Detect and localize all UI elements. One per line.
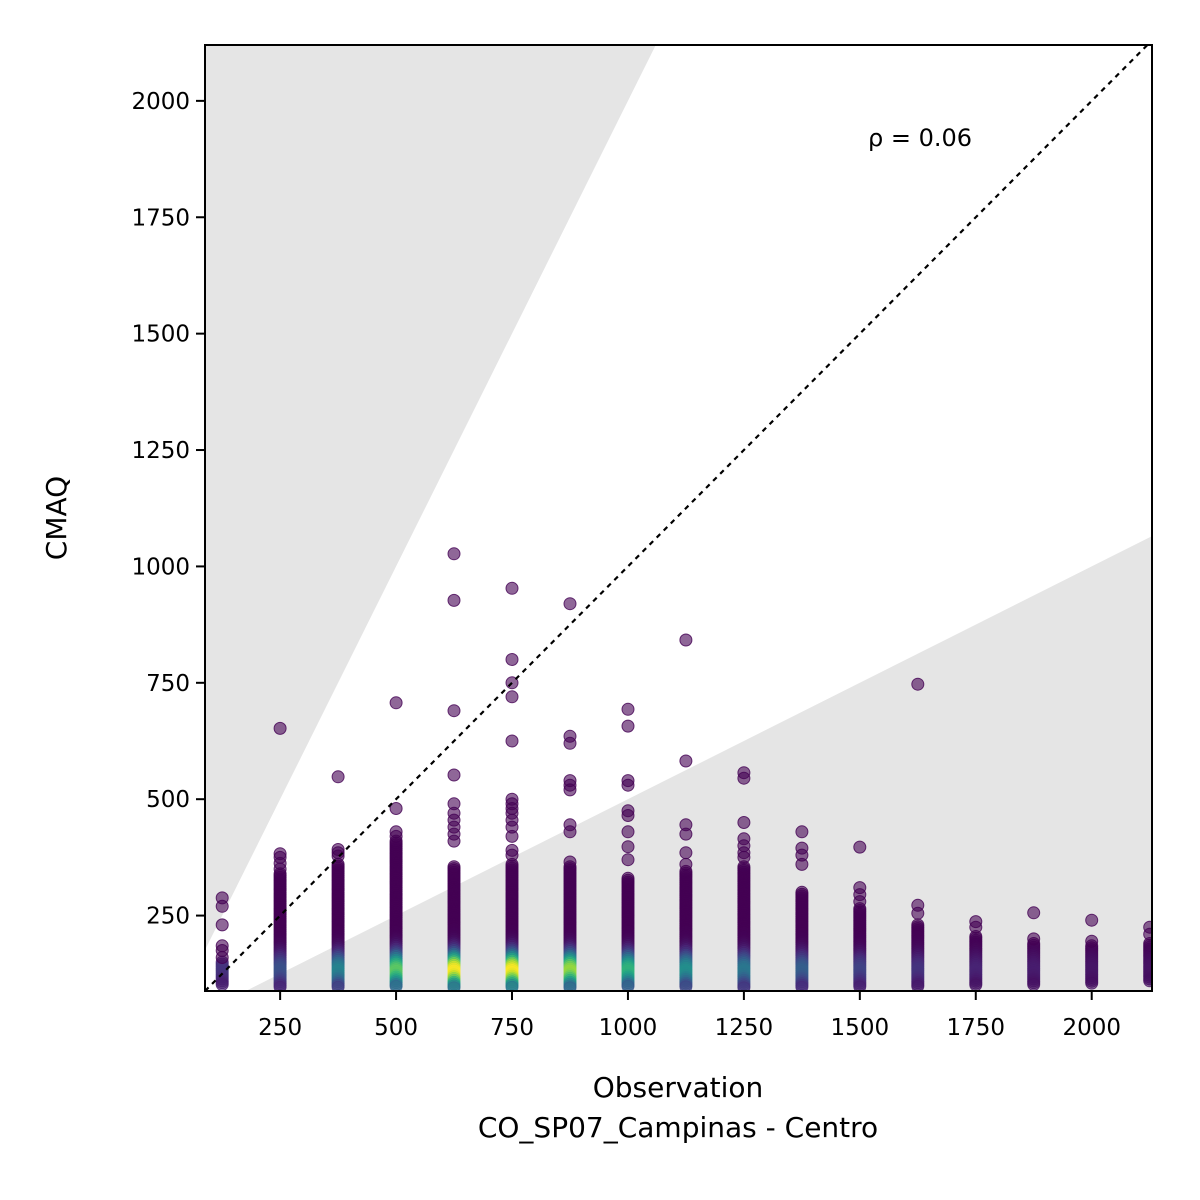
y-tick-label: 1000	[131, 554, 190, 580]
upper-band	[205, 45, 656, 951]
data-point	[1027, 978, 1041, 991]
x-tick-label: 1000	[599, 1015, 658, 1041]
data-point-outlier	[621, 719, 635, 733]
one-to-one-line	[205, 45, 1149, 991]
data-point-outlier	[679, 846, 693, 860]
x-tick-label: 750	[490, 1015, 534, 1041]
data-point-outlier	[795, 825, 809, 839]
x-axis-ticks: 250 500 750 1000 1250 1500 1750 2000	[258, 991, 1121, 1041]
y-axis-title: CMAQ	[40, 476, 73, 560]
data-point	[969, 978, 983, 991]
data-point-outlier	[447, 834, 461, 848]
y-tick-label: 750	[146, 671, 190, 697]
data-point-outlier	[969, 920, 983, 934]
data-point-outlier	[853, 840, 867, 854]
data-point-outlier	[563, 597, 577, 611]
data-point-outlier	[331, 770, 345, 784]
data-point	[679, 980, 693, 991]
data-point-outlier	[273, 862, 287, 876]
data-point-outlier	[505, 848, 519, 862]
data-point	[853, 980, 867, 991]
data-point-outlier	[563, 825, 577, 839]
data-point-outlier	[505, 734, 519, 748]
data-point-outlier	[273, 721, 287, 735]
data-point-outlier	[505, 690, 519, 704]
lower-band	[245, 536, 1152, 991]
data-point-outlier	[563, 855, 577, 869]
data-point-outlier	[447, 704, 461, 718]
data-point	[1143, 974, 1152, 988]
y-tick-label: 250	[146, 904, 190, 930]
data-point-outlier	[505, 829, 519, 843]
data-point	[1085, 976, 1099, 990]
y-tick-label: 2000	[131, 89, 190, 115]
data-point-outlier	[505, 581, 519, 595]
x-tick-label: 1250	[715, 1015, 774, 1041]
data-point-outlier	[1085, 913, 1099, 927]
data-point-outlier	[795, 857, 809, 871]
data-point	[505, 980, 519, 991]
data-point-outlier	[621, 840, 635, 854]
data-point-outlier	[447, 547, 461, 561]
factor-of-two-bands	[205, 45, 1152, 991]
data-point-outlier	[911, 906, 925, 920]
data-point-outlier	[853, 895, 867, 909]
data-point	[621, 979, 635, 991]
x-axis-subtitle: CO_SP07_Campinas - Centro	[478, 1111, 878, 1144]
plot-frame	[204, 44, 1153, 992]
data-point-outlier	[215, 951, 229, 964]
x-tick-label: 500	[374, 1015, 418, 1041]
data-point-outlier	[621, 825, 635, 839]
y-tick-label: 1750	[131, 205, 190, 231]
data-point-outlier	[389, 696, 403, 710]
data-point-outlier	[679, 633, 693, 647]
data-point-outlier	[679, 857, 693, 871]
y-tick-label: 500	[146, 787, 190, 813]
plot-area	[205, 45, 1152, 991]
x-tick-label: 250	[258, 1015, 302, 1041]
data-point-outlier	[1027, 932, 1041, 946]
data-point-outlier	[911, 677, 925, 691]
data-point-outlier	[621, 809, 635, 822]
data-point	[737, 981, 751, 991]
data-point-outlier	[621, 702, 635, 716]
y-tick-label: 1500	[131, 322, 190, 348]
data-point	[447, 981, 461, 991]
data-point-outlier	[389, 829, 403, 843]
data-point	[331, 980, 345, 991]
y-axis-ticks: 250 500 750 1000 1250 1500 1750 2000	[131, 89, 205, 930]
data-point-outlier	[563, 783, 577, 797]
data-point-outlier	[737, 771, 751, 785]
x-axis-title: Observation	[593, 1071, 764, 1104]
data-point-outlier	[679, 754, 693, 768]
data-point-outlier	[215, 899, 229, 913]
data-point-outlier	[563, 736, 577, 750]
x-tick-label: 1750	[946, 1015, 1005, 1041]
data-point	[273, 980, 287, 991]
data-point	[389, 979, 403, 991]
data-point	[911, 979, 925, 991]
correlation-annotation: ρ = 0.06	[868, 124, 972, 152]
data-point	[215, 978, 229, 991]
x-tick-label: 2000	[1062, 1015, 1121, 1041]
data-point-outlier	[621, 778, 635, 792]
y-tick-label: 1250	[131, 438, 190, 464]
data-point-outlier	[447, 768, 461, 782]
data-point-outlier	[389, 802, 403, 815]
data-point	[795, 980, 809, 991]
data-point-outlier	[737, 850, 751, 864]
data-point-outlier	[215, 918, 229, 932]
data-point-outlier	[621, 853, 635, 867]
data-point-outlier	[505, 653, 519, 666]
data-point-outlier	[447, 593, 461, 607]
data-point-outlier	[679, 827, 693, 841]
data-point-outlier	[1143, 927, 1152, 941]
x-tick-label: 1500	[831, 1015, 890, 1041]
data-point	[563, 981, 577, 991]
data-point-outlier	[737, 816, 751, 829]
data-point-outlier	[1027, 906, 1041, 920]
data-point-outlier	[1085, 934, 1099, 948]
